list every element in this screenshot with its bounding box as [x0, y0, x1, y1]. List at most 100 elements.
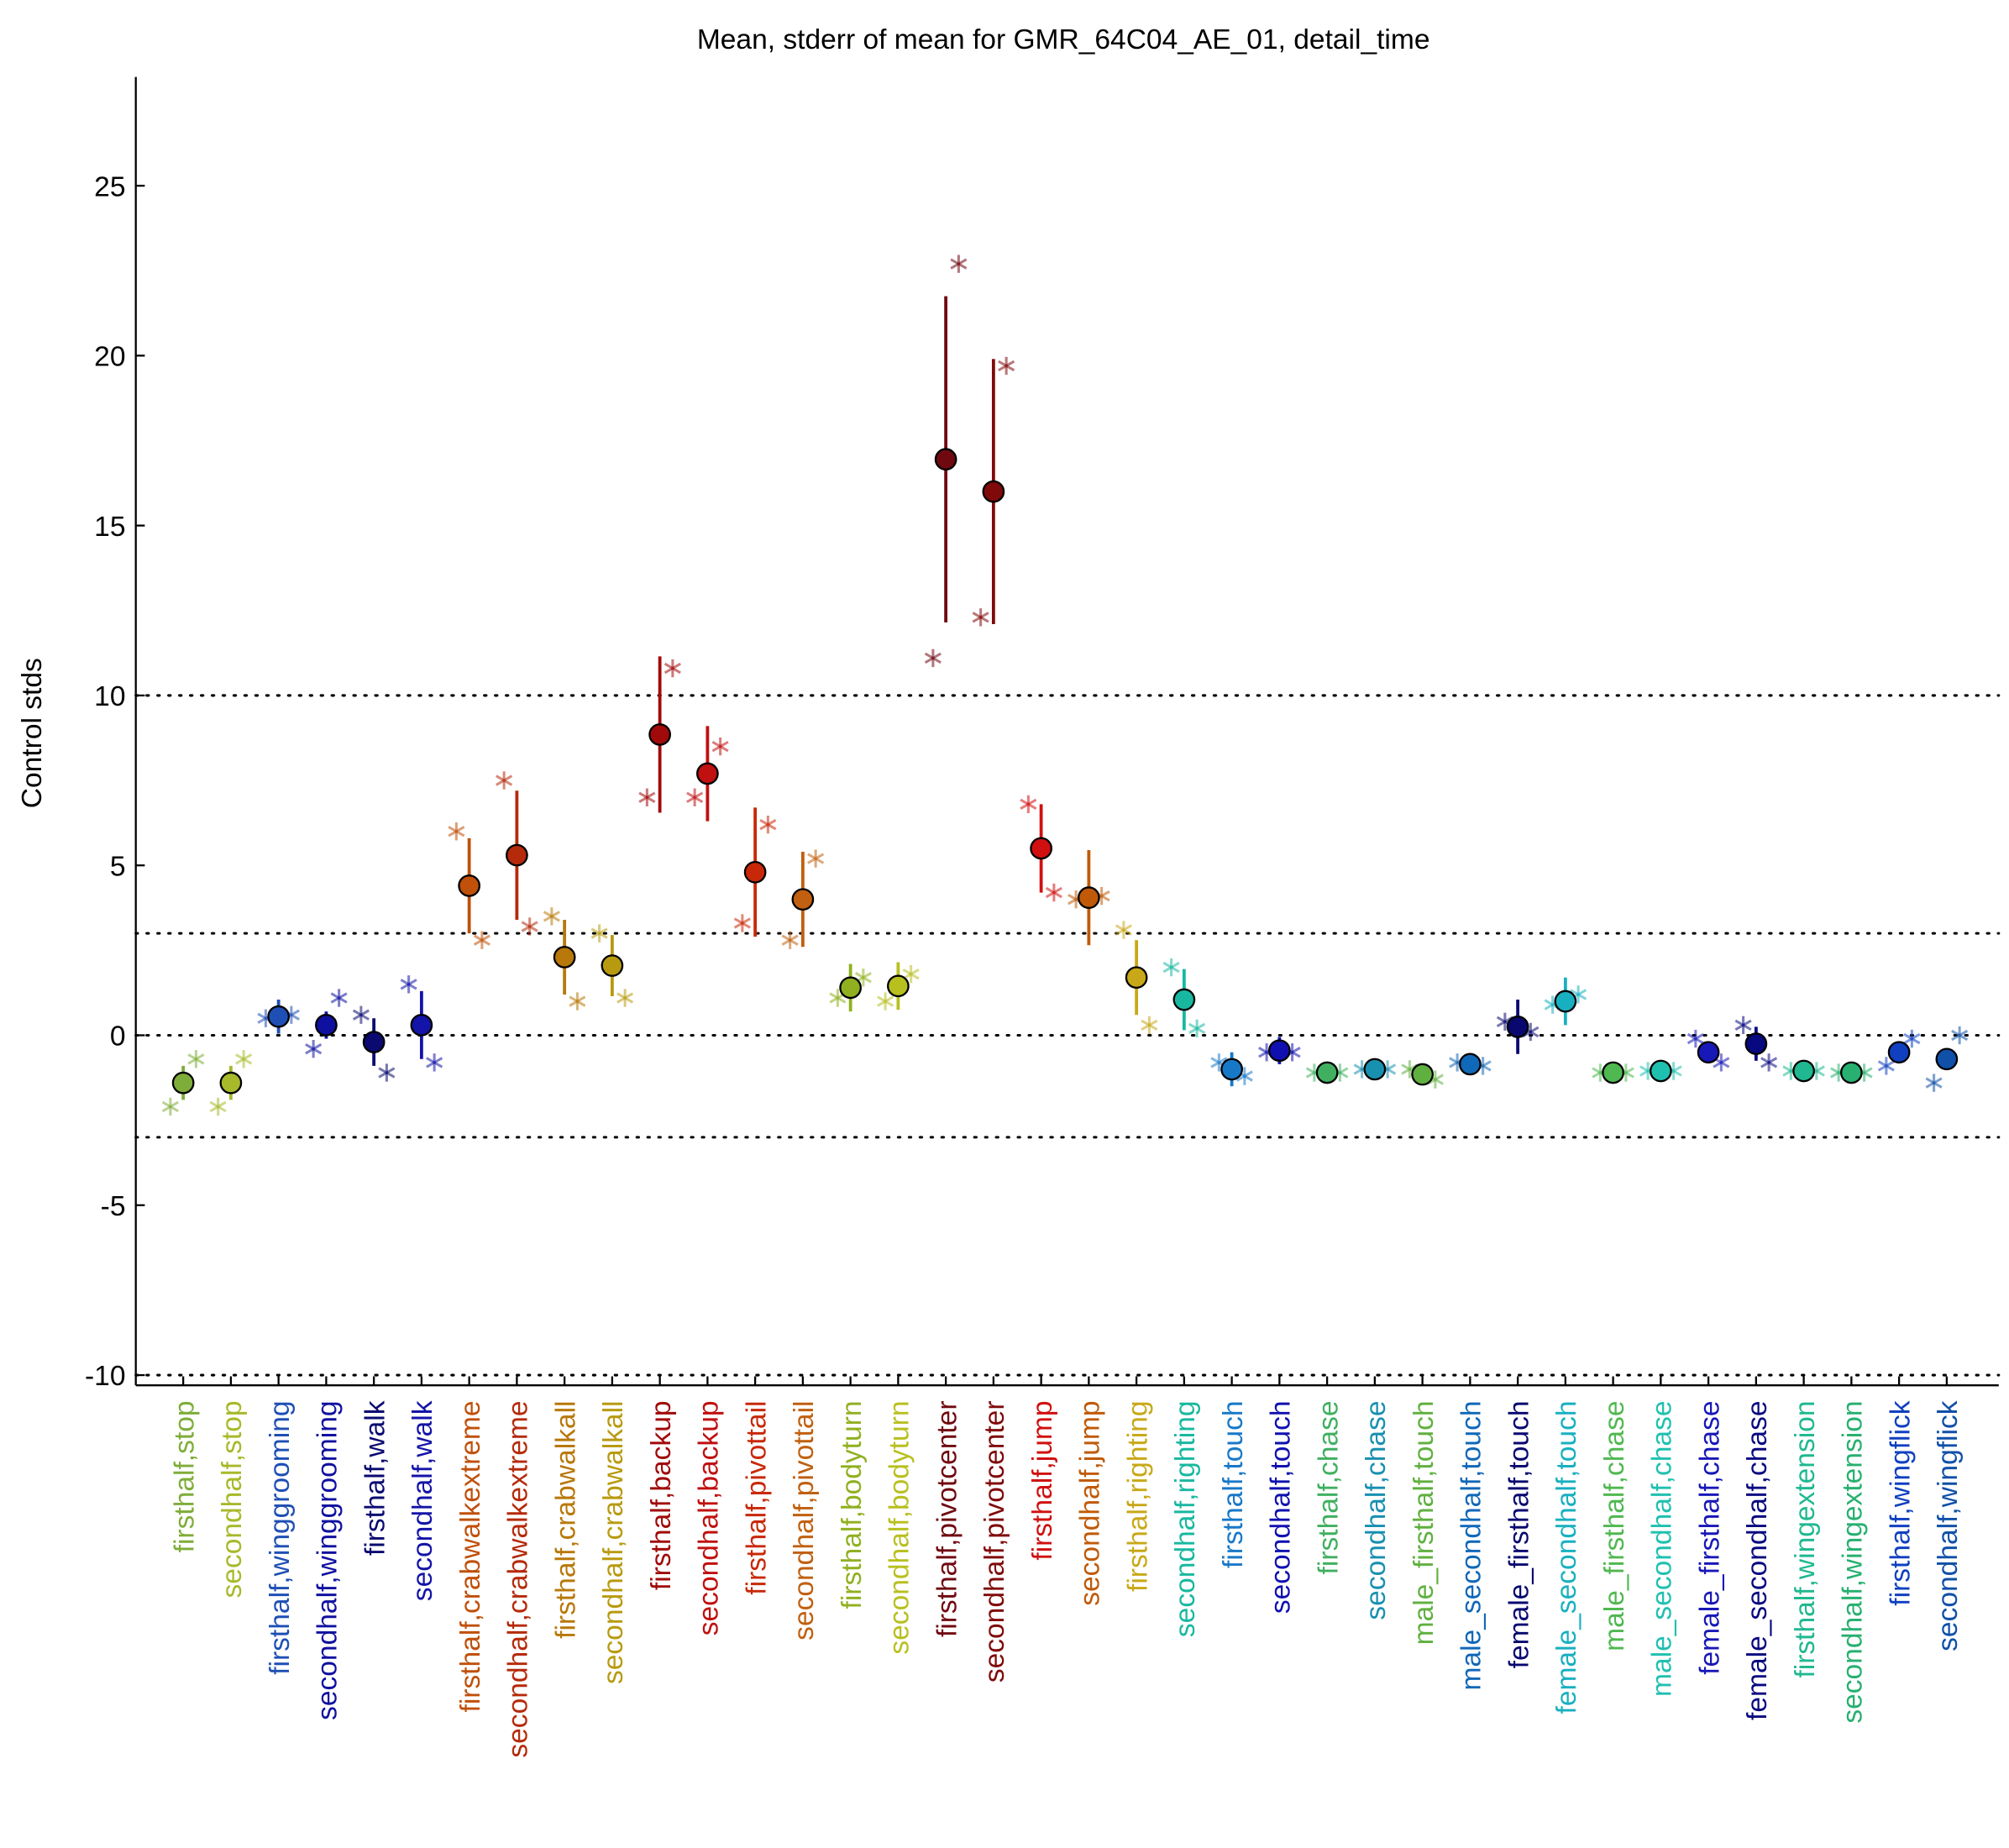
replicate-star [638, 788, 656, 806]
star-stroke [400, 979, 417, 990]
x-tick-label: firsthalf,wingflick [1885, 1400, 1916, 1605]
x-tick-label: female_firsthalf,touch [1503, 1400, 1534, 1668]
replicate-star [473, 931, 490, 949]
x-tick-label: secondhalf,backup [694, 1400, 725, 1635]
x-tick-label: secondhalf,winggrooming [312, 1400, 344, 1719]
mean-marker [1602, 1061, 1624, 1084]
x-tick-label: firsthalf,crabwalkall [550, 1400, 581, 1638]
mean-marker [1650, 1059, 1672, 1083]
replicate-star [187, 1050, 205, 1068]
x-tick-label: male_secondhalf,touch [1456, 1400, 1487, 1690]
replicate-star [1877, 1057, 1895, 1075]
x-tick-label: firsthalf,stop [169, 1400, 200, 1552]
x-tick-label: secondhalf,pivottail [789, 1400, 820, 1640]
y-tick-label: -10 [85, 1361, 126, 1392]
mean-marker [648, 723, 671, 746]
y-tick-label: 25 [94, 171, 125, 202]
mean-marker [1697, 1041, 1720, 1064]
x-tick-label: male_firsthalf,chase [1599, 1400, 1630, 1651]
mean-marker [839, 976, 862, 1000]
mean-marker [506, 843, 528, 867]
mean-marker [267, 1005, 290, 1028]
replicate-star [590, 924, 608, 942]
y-tick-label: 20 [94, 342, 125, 373]
mean-marker [458, 874, 480, 897]
mean-marker [1411, 1063, 1434, 1086]
star-stroke [759, 819, 777, 831]
x-tick-label: firsthalf,winggrooming [265, 1400, 296, 1674]
x-tick-label: female_secondhalf,touch [1551, 1400, 1582, 1714]
star-stroke [733, 917, 751, 929]
mean-marker [982, 480, 1005, 503]
y-tick-label: 5 [110, 851, 126, 882]
replicate-star [426, 1053, 443, 1072]
star-stroke [1141, 1019, 1158, 1032]
mean-marker [1363, 1058, 1387, 1081]
mean-marker [1744, 1032, 1768, 1055]
replicate-star [521, 917, 538, 936]
x-tick-label: firsthalf,touch [1218, 1400, 1249, 1568]
mean-marker [1172, 988, 1196, 1011]
mean-marker [1840, 1061, 1863, 1084]
mean-marker [1506, 1016, 1529, 1038]
x-tick-label: firsthalf,bodyturn [837, 1400, 868, 1609]
star-stroke [161, 1100, 179, 1113]
x-tick-label: secondhalf,crabwalkall [598, 1400, 629, 1684]
mean-marker [171, 1071, 195, 1095]
x-tick-label: firsthalf,pivotcenter [931, 1400, 963, 1637]
mean-marker [410, 1014, 433, 1037]
star-stroke [1188, 1022, 1206, 1035]
x-tick-label: secondhalf,righting [1170, 1400, 1201, 1637]
star-stroke [543, 911, 560, 922]
x-tick-label: secondhalf,pivotcenter [979, 1400, 1010, 1683]
x-tick-label: male_firsthalf,touch [1408, 1400, 1440, 1645]
mean-marker [934, 448, 957, 471]
replicate-star [1760, 1053, 1778, 1072]
replicate-star [1925, 1074, 1943, 1092]
x-tick-label: firsthalf,pivottail [741, 1400, 772, 1594]
star-stroke [209, 1100, 227, 1113]
x-tick-label: secondhalf,walk [407, 1400, 438, 1601]
replicate-star [378, 1063, 396, 1082]
mean-marker [601, 954, 624, 977]
star-stroke [1235, 1070, 1253, 1082]
replicate-star [543, 907, 560, 926]
replicate-star [877, 992, 894, 1011]
mean-marker [1459, 1053, 1482, 1076]
star-stroke [590, 927, 608, 939]
replicate-star [496, 771, 513, 790]
y-tick-label: 15 [94, 512, 125, 543]
mean-marker [1268, 1039, 1291, 1063]
y-axis-label: Control stds [17, 658, 48, 808]
replicate-star [1141, 1016, 1158, 1035]
star-stroke [1951, 1029, 1969, 1042]
replicate-star [972, 608, 989, 627]
mean-marker [315, 1014, 338, 1037]
replicate-star [664, 659, 681, 678]
replicate-star [569, 992, 586, 1011]
replicate-star [1903, 1029, 1921, 1048]
replicate-star [330, 989, 348, 1007]
star-stroke [235, 1053, 253, 1065]
replicate-star [1734, 1016, 1752, 1035]
mean-marker [1030, 837, 1052, 860]
star-stroke [998, 360, 1015, 372]
star-stroke [638, 791, 656, 803]
star-stroke [877, 995, 894, 1007]
x-tick-label: secondhalf,stop [217, 1400, 248, 1598]
star-stroke [664, 662, 681, 675]
star-stroke [448, 826, 465, 837]
star-stroke [1115, 924, 1132, 936]
replicate-star [1951, 1026, 1969, 1045]
star-stroke [305, 1043, 323, 1055]
replicate-star [998, 356, 1015, 375]
replicate-star [161, 1097, 179, 1116]
star-stroke [1925, 1077, 1943, 1089]
replicate-star [902, 964, 920, 984]
star-stroke [616, 992, 634, 1004]
mean-marker [1935, 1047, 1959, 1071]
chart-title: Mean, stderr of mean for GMR_64C04_AE_01… [697, 24, 1430, 55]
star-stroke [1903, 1032, 1921, 1045]
mean-marker [1315, 1061, 1339, 1084]
star-stroke [1045, 886, 1062, 899]
